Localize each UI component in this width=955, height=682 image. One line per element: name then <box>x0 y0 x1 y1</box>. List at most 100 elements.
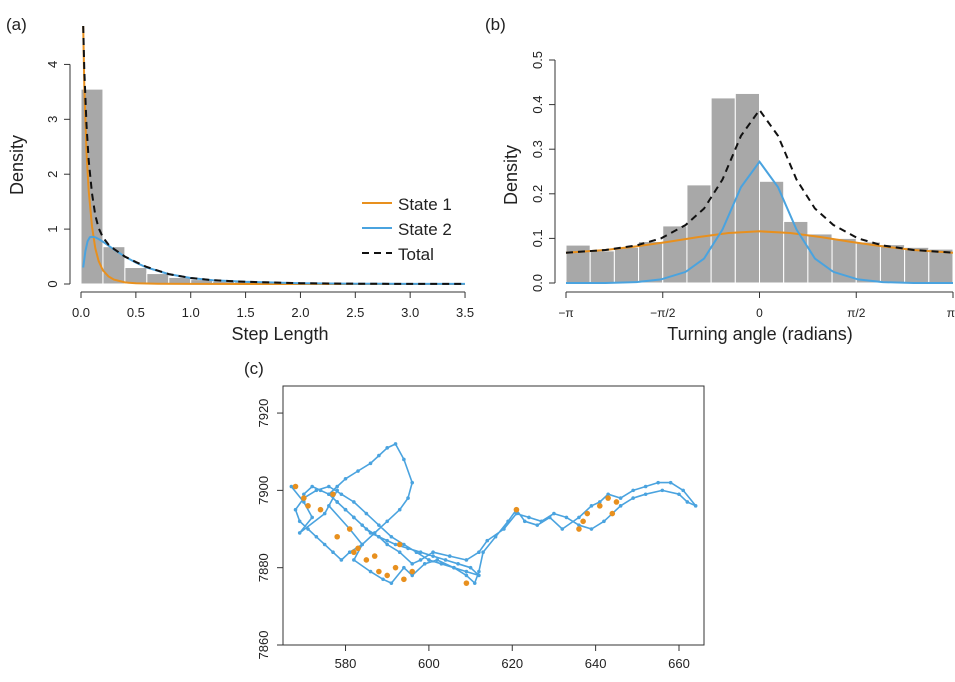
track-point <box>431 554 435 558</box>
track-point <box>481 550 485 555</box>
track-point <box>406 546 410 551</box>
track-point <box>352 500 356 504</box>
panel-a-legend: State 1 State 2 Total <box>362 195 452 264</box>
track-point <box>302 500 306 504</box>
track-point <box>377 453 381 458</box>
track-point <box>327 484 331 489</box>
x-tick-label: 2.0 <box>291 305 309 320</box>
track-point <box>493 534 498 539</box>
track-point <box>368 461 373 466</box>
track-point <box>589 527 594 531</box>
x-tick-label: 1.0 <box>182 305 200 320</box>
x-tick-label: 580 <box>335 656 357 671</box>
track-point <box>643 484 648 489</box>
track-point <box>522 519 527 524</box>
track-point <box>547 515 552 520</box>
track-point <box>535 523 540 527</box>
state1-point <box>596 503 603 509</box>
state1-point <box>605 495 611 501</box>
y-tick-label: 2 <box>45 171 60 178</box>
state1-point <box>580 518 586 525</box>
track-point <box>318 488 323 493</box>
track-point <box>577 523 581 527</box>
track-point <box>343 507 348 512</box>
track-point <box>618 496 623 500</box>
y-tick-label: 0.4 <box>530 96 545 114</box>
track-point <box>331 550 335 555</box>
panel-a-xlabel: Step Length <box>231 324 328 344</box>
track-point <box>589 504 594 508</box>
track-point <box>618 504 623 508</box>
state1-point <box>317 506 324 513</box>
legend-label-total: Total <box>398 245 434 264</box>
track-point <box>464 569 469 574</box>
track-point <box>335 484 339 489</box>
x-tick-label: π/2 <box>847 306 866 320</box>
panel-label-c: (c) <box>244 359 264 378</box>
track-point <box>539 519 544 524</box>
track-point <box>368 531 373 535</box>
track-point <box>631 496 635 500</box>
track-point <box>335 500 339 504</box>
track-point <box>393 442 398 446</box>
state1-point <box>392 564 399 571</box>
y-tick-label: 0.3 <box>530 140 545 158</box>
y-tick-label: 7920 <box>256 399 271 428</box>
track-point <box>560 527 565 531</box>
y-tick-label: 1 <box>45 225 60 232</box>
y-tick-label: 0.5 <box>530 51 545 69</box>
track-point <box>452 565 456 570</box>
histogram-bar <box>855 241 881 284</box>
y-tick-label: 7860 <box>256 631 271 660</box>
histogram-bar <box>734 92 760 284</box>
panel-c-track <box>289 442 698 586</box>
track-point <box>564 515 569 520</box>
track-point <box>514 511 519 516</box>
x-tick-label: 3.0 <box>401 305 419 320</box>
track-point <box>443 558 448 562</box>
track-point <box>477 550 481 555</box>
track-point <box>310 484 314 489</box>
track-point <box>339 558 344 562</box>
x-tick-label: 640 <box>585 656 607 671</box>
track-point <box>377 534 381 539</box>
track-point <box>360 542 364 547</box>
track-point <box>310 515 314 520</box>
panel-b-axes: −π −π/2 0 π/2 π 0.0 0.1 0.2 0.3 0.4 0.5 <box>530 51 955 320</box>
x-tick-label: 0 <box>756 306 763 320</box>
track-point <box>464 573 469 578</box>
state1-point <box>371 553 378 559</box>
track-point <box>306 527 310 531</box>
track-point <box>677 492 681 497</box>
track-point <box>477 569 481 574</box>
track-point <box>468 565 473 570</box>
histogram-bar <box>146 273 170 285</box>
state1-point <box>384 572 391 579</box>
state1-point <box>305 503 311 509</box>
track-point <box>343 476 348 481</box>
track-point <box>327 492 331 497</box>
y-tick-label: 7900 <box>256 476 271 505</box>
histogram-bar <box>928 248 954 284</box>
track-point <box>685 500 690 504</box>
histogram-bar <box>638 241 664 284</box>
track-point <box>360 523 364 527</box>
x-tick-label: 0.0 <box>72 305 90 320</box>
track-point <box>356 469 360 473</box>
x-tick-label: 660 <box>668 656 690 671</box>
panel-c-frame <box>282 385 705 646</box>
x-tick-label: 0.5 <box>127 305 145 320</box>
histogram-bar <box>831 237 857 284</box>
track-point <box>477 573 481 578</box>
track-point <box>472 581 477 585</box>
density-line-total <box>82 25 465 285</box>
track-point <box>527 515 531 520</box>
y-tick-label: 0.2 <box>530 185 545 203</box>
panel-c-axes: 580 600 620 640 660 7860 7880 7900 7920 <box>256 399 690 671</box>
track-point <box>431 550 435 555</box>
track-point <box>385 538 390 543</box>
histogram-bar <box>807 233 833 284</box>
track-point <box>327 504 331 508</box>
histogram-bar <box>613 246 640 284</box>
track-point <box>418 558 423 562</box>
